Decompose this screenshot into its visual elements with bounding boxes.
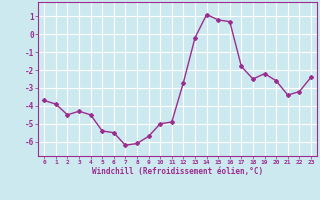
X-axis label: Windchill (Refroidissement éolien,°C): Windchill (Refroidissement éolien,°C): [92, 167, 263, 176]
